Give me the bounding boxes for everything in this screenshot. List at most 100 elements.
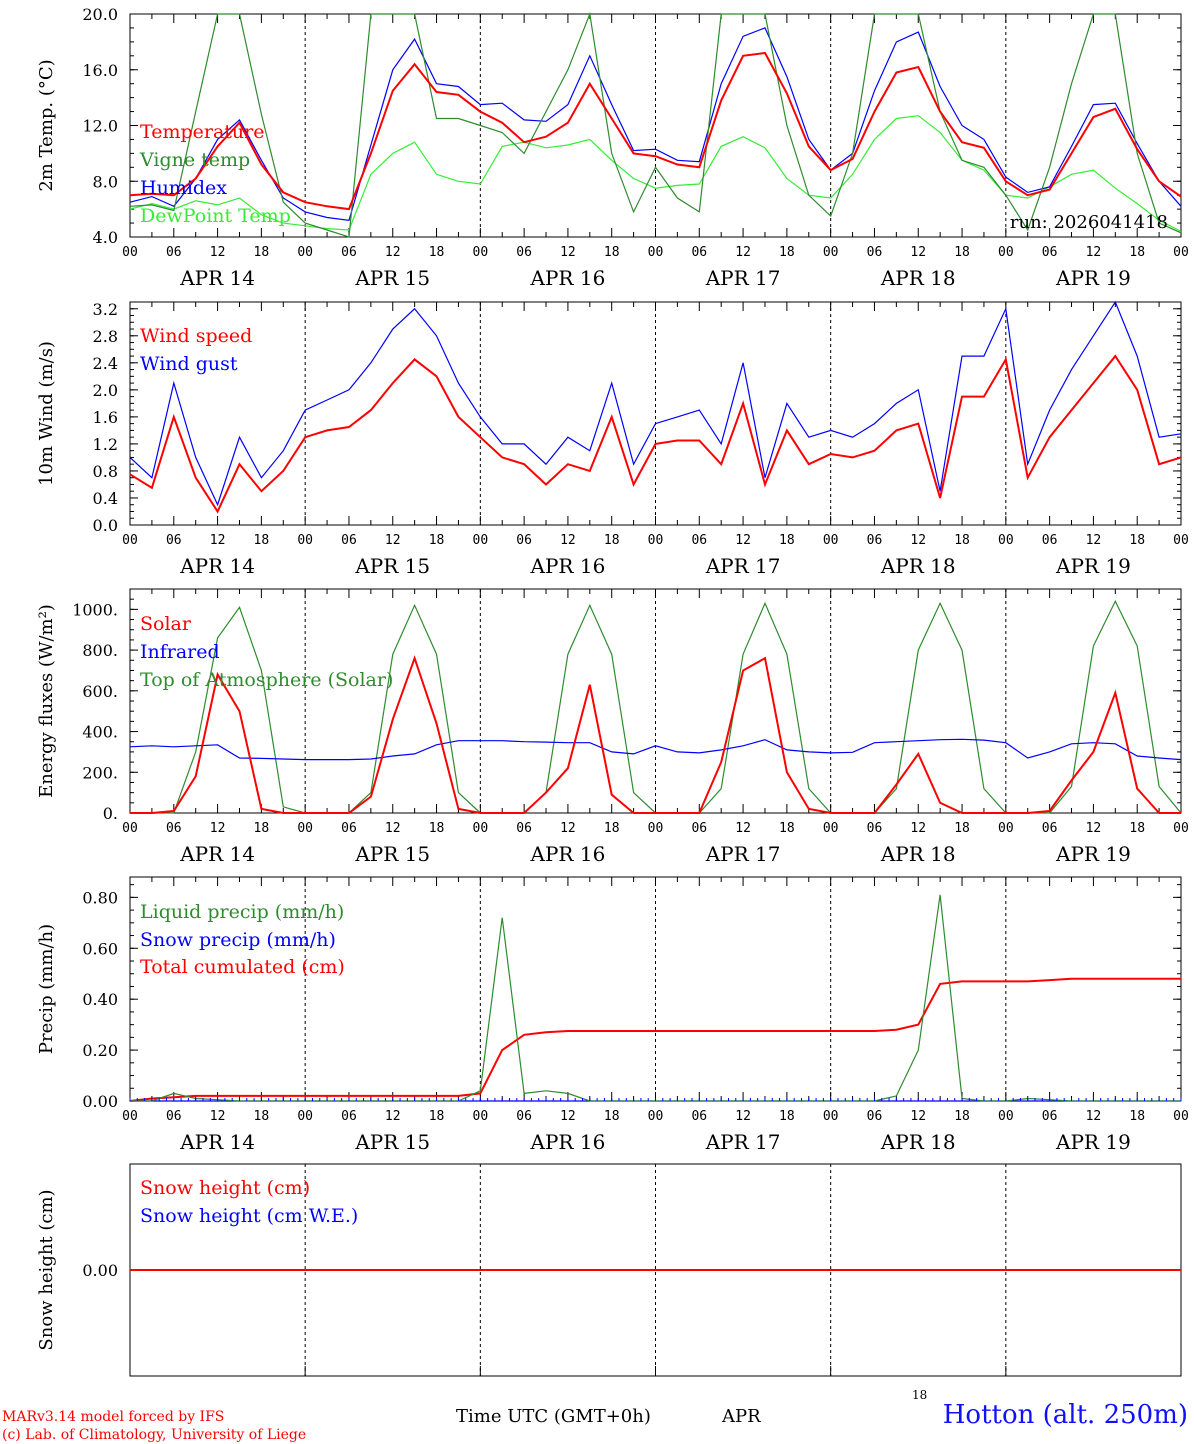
hour-tick-label: 12 — [910, 821, 926, 836]
hour-tick-label: 12 — [1086, 533, 1102, 548]
hour-tick-label: 06 — [691, 245, 707, 260]
y-tick-label: 0.60 — [82, 939, 118, 958]
hour-tick-label: 12 — [735, 1109, 751, 1124]
y-tick-label: 2.8 — [93, 327, 118, 346]
legend-entry: Top of Atmosphere (Solar) — [140, 669, 393, 691]
hour-tick-label: 06 — [516, 821, 532, 836]
hour-tick-label: 00 — [122, 821, 138, 836]
hour-tick-label: 12 — [385, 245, 401, 260]
hour-tick-label: 06 — [341, 533, 357, 548]
hour-tick-label: 18 — [429, 821, 445, 836]
hour-tick-label: 00 — [122, 533, 138, 548]
y-tick-label: 3.2 — [93, 300, 118, 319]
time-axis-label: Time UTC (GMT+0h) — [456, 1406, 651, 1427]
hour-tick-label: 06 — [1042, 245, 1058, 260]
hour-tick-label: 18 — [254, 821, 270, 836]
legend-entry: Wind gust — [140, 353, 238, 375]
hour-tick-label: 00 — [1173, 1109, 1189, 1124]
panel-frame-0 — [129, 13, 1182, 238]
hour-tick-label: 00 — [998, 821, 1014, 836]
hour-tick-label: 18 — [954, 821, 970, 836]
hour-tick-label: 00 — [473, 245, 489, 260]
hour-tick-label: 06 — [516, 245, 532, 260]
hour-tick-label: 12 — [735, 821, 751, 836]
hour-tick-label: 18 — [954, 533, 970, 548]
hour-tick-label: 00 — [998, 1109, 1014, 1124]
legend-entry: Snow height (cm) — [140, 1177, 310, 1199]
series-line — [129, 977, 1181, 1102]
meteogram: 00 06 12 18 00 06 12 18 00 06 12 18 00 06 12 18 00 06 12 18… — [36, 5, 1189, 1377]
hour-tick-label: 06 — [166, 533, 182, 548]
hour-tick-label: 18 — [254, 533, 270, 548]
hour-tick-label: 18 — [779, 533, 795, 548]
hour-tick-label: 18 — [779, 821, 795, 836]
hour-tick-label: 12 — [1086, 1109, 1102, 1124]
hour-tick-label: 00 — [1173, 821, 1189, 836]
hour-tick-label: 00 — [823, 821, 839, 836]
y-tick-label: 2.4 — [93, 354, 118, 373]
hour-tick-label: 06 — [341, 821, 357, 836]
hour-tick-label: 12 — [385, 1109, 401, 1124]
legend-entry: Snow height (cm W.E.) — [140, 1205, 358, 1227]
hour-tick-label: 00 — [122, 1109, 138, 1124]
y-axis-title: 2m Temp. (°C) — [36, 59, 57, 191]
y-tick-label: 0.80 — [82, 888, 118, 907]
legend-entry: Liquid precip (mm/h) — [140, 901, 344, 923]
hour-tick-label: 06 — [867, 533, 883, 548]
y-tick-label: 8.0 — [93, 172, 118, 191]
hour-tick-label: 00 — [648, 245, 664, 260]
hour-tick-label: 12 — [560, 533, 576, 548]
day-label: APR 15 — [354, 266, 430, 290]
hour-tick-label: 06 — [166, 1109, 182, 1124]
series-line — [129, 11, 1182, 238]
y-tick-label: 1000. — [72, 600, 118, 619]
hour-tick-label: 00 — [473, 821, 489, 836]
hour-tick-label: 00 — [297, 245, 313, 260]
hour-tick-label: 12 — [385, 533, 401, 548]
month-label: APR — [722, 1406, 761, 1427]
legend-entry: Vigne temp — [139, 149, 250, 171]
day-label: APR 18 — [880, 842, 956, 866]
hour-tick-label: 00 — [1173, 533, 1189, 548]
hour-tick-label: 18 — [429, 533, 445, 548]
legend-entry: Temperature — [140, 121, 264, 143]
series-line — [130, 655, 1181, 814]
hour-tick-label: 12 — [560, 821, 576, 836]
hour-tick-label: 06 — [516, 1109, 532, 1124]
hour-tick-label: 18 — [1129, 533, 1145, 548]
series-line — [129, 27, 1182, 221]
hour-tick-label: 12 — [210, 245, 226, 260]
day-label: APR 15 — [354, 842, 430, 866]
hour-tick-label: 12 — [560, 245, 576, 260]
y-tick-label: 16.0 — [82, 61, 118, 80]
hour-tick-label: 06 — [691, 533, 707, 548]
series-line — [129, 738, 1182, 761]
day-label: APR 19 — [1055, 266, 1131, 290]
day-label: APR 18 — [880, 266, 956, 290]
hour-tick-label: 06 — [1042, 1109, 1058, 1124]
y-tick-label: 0.00 — [82, 1261, 118, 1280]
day-label: APR 15 — [354, 554, 430, 578]
hour-tick-label: 18 — [254, 1109, 270, 1124]
hour-tick-label: 00 — [823, 245, 839, 260]
hour-tick-label: 12 — [210, 1109, 226, 1124]
hour-tick-label: 12 — [910, 245, 926, 260]
day-label: APR 17 — [705, 1130, 781, 1154]
day-label: APR 15 — [354, 1130, 430, 1154]
hour-tick-label: 18 — [1129, 821, 1145, 836]
y-axis-title: Energy fluxes (W/m²) — [36, 604, 57, 798]
hour-tick-label: 18 — [954, 245, 970, 260]
hour-tick-label: 12 — [1086, 821, 1102, 836]
legend-entry: Wind speed — [140, 325, 252, 347]
y-tick-label: 1.6 — [93, 408, 118, 427]
hour-tick-label: 00 — [648, 1109, 664, 1124]
y-axis-title: Snow height (cm) — [36, 1189, 57, 1350]
day-label: APR 17 — [705, 842, 781, 866]
hour-tick-label: 12 — [210, 821, 226, 836]
hour-tick-label: 00 — [648, 533, 664, 548]
hour-tick-label: 00 — [473, 1109, 489, 1124]
day-label: APR 18 — [880, 554, 956, 578]
hour-tick-label: 06 — [867, 245, 883, 260]
legend-entry: Snow precip (mm/h) — [140, 929, 336, 951]
model-line-2: (c) Lab. of Climatology, University of L… — [2, 1427, 307, 1443]
